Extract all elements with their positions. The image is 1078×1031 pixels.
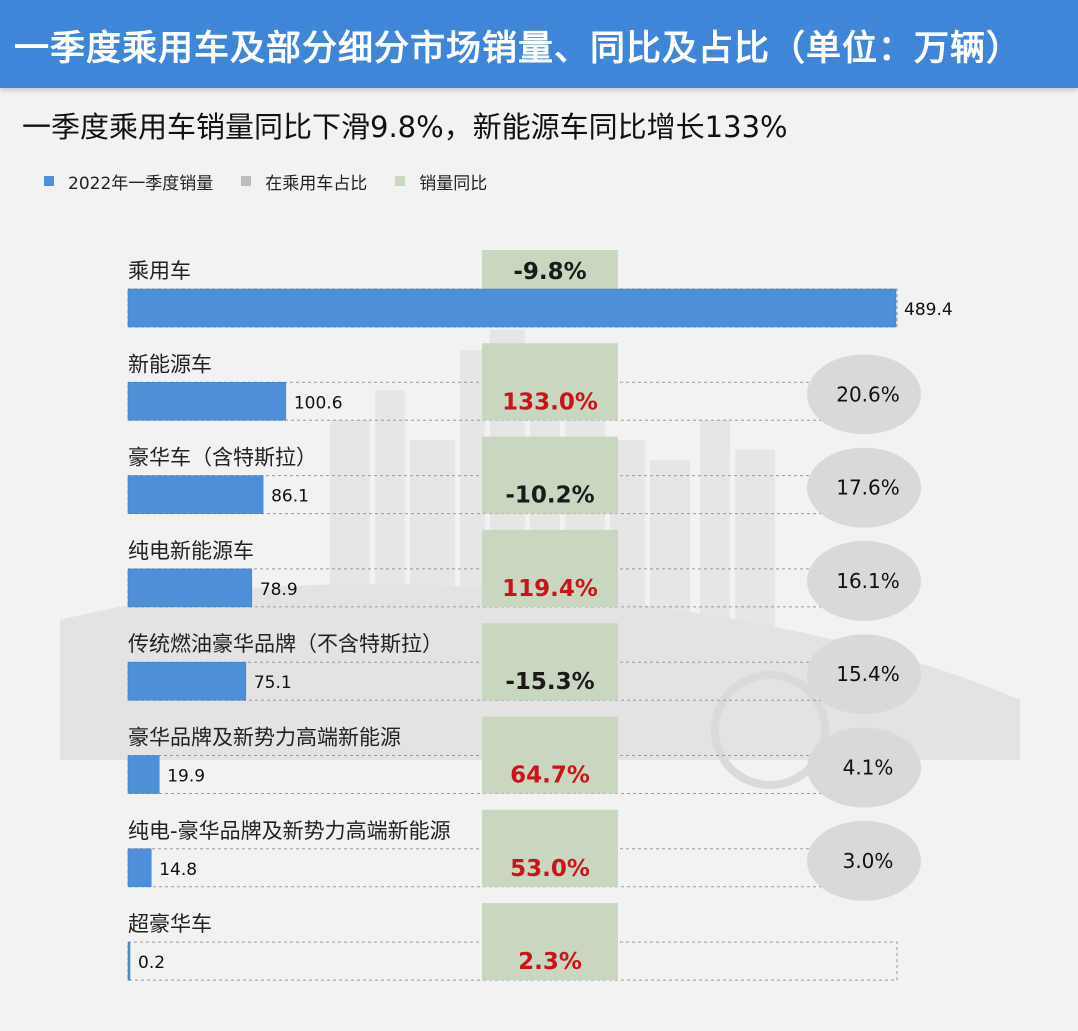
yoy-label: 2.3% bbox=[518, 949, 582, 975]
sales-bar bbox=[127, 661, 247, 701]
share-ellipse bbox=[807, 727, 921, 808]
share-ellipse bbox=[807, 820, 921, 901]
legend-label-yoy: 销量同比 bbox=[419, 173, 488, 194]
legend-item-yoy: 销量同比 bbox=[395, 169, 487, 194]
legend-item-sales: 2022年一季度销量 bbox=[44, 169, 213, 194]
yoy-box bbox=[482, 529, 618, 607]
share-label: 15.4% bbox=[836, 662, 900, 686]
sales-value-label: 489.4 bbox=[904, 300, 953, 320]
category-label: 纯电-豪华品牌及新势力高端新能源 bbox=[128, 819, 451, 843]
sales-bar bbox=[127, 848, 152, 888]
category-label: 纯电新能源车 bbox=[128, 539, 254, 563]
sales-value-label: 100.6 bbox=[294, 393, 343, 413]
share-label: 3.0% bbox=[843, 849, 894, 873]
legend-swatch-sales bbox=[44, 176, 54, 186]
sales-bar bbox=[127, 755, 160, 794]
category-label: 豪华品牌及新势力高端新能源 bbox=[128, 726, 401, 750]
share-ellipse bbox=[807, 447, 921, 528]
yoy-label: 119.4% bbox=[502, 576, 598, 602]
share-ellipse bbox=[807, 354, 921, 435]
sales-bar bbox=[127, 941, 131, 981]
yoy-box bbox=[482, 623, 618, 701]
legend-swatch-yoy bbox=[395, 176, 406, 186]
sales-value-label: 19.9 bbox=[167, 767, 205, 787]
sales-bar bbox=[127, 382, 287, 421]
legend-label-sales: 2022年一季度销量 bbox=[68, 173, 214, 194]
header-bar: 一季度乘用车及部分细分市场销量、同比及占比（单位：万辆） bbox=[0, 0, 1078, 88]
category-label: 豪华车（含特斯拉） bbox=[128, 446, 317, 470]
share-label: 20.6% bbox=[836, 382, 900, 406]
yoy-box bbox=[482, 903, 618, 981]
share-label: 4.1% bbox=[843, 756, 894, 780]
yoy-label: -9.8% bbox=[513, 259, 586, 285]
share-label: 16.1% bbox=[836, 569, 900, 593]
category-label: 传统燃油豪华品牌（不含特斯拉） bbox=[128, 632, 443, 656]
yoy-box bbox=[482, 343, 618, 421]
chart-subtitle: 一季度乘用车销量同比下滑9.8%，新能源车同比增长133% bbox=[22, 110, 788, 144]
sales-value-label: 0.2 bbox=[138, 953, 165, 973]
yoy-label: -10.2% bbox=[505, 483, 594, 509]
yoy-box bbox=[482, 809, 618, 887]
share-label: 17.6% bbox=[836, 476, 900, 500]
legend: 2022年一季度销量 在乘用车占比 销量同比 bbox=[44, 168, 515, 194]
page-title: 一季度乘用车及部分细分市场销量、同比及占比（单位：万辆） bbox=[14, 29, 1023, 69]
sales-bar bbox=[127, 475, 264, 514]
share-ellipse bbox=[807, 540, 921, 621]
legend-label-share: 在乘用车占比 bbox=[265, 173, 368, 194]
share-ellipse bbox=[807, 634, 921, 715]
yoy-label: 53.0% bbox=[510, 856, 590, 882]
yoy-label: -15.3% bbox=[505, 669, 594, 695]
category-label: 乘用车 bbox=[128, 259, 191, 283]
yoy-box bbox=[482, 716, 618, 794]
yoy-box bbox=[482, 436, 618, 514]
category-label: 超豪华车 bbox=[128, 912, 212, 936]
category-label: 新能源车 bbox=[128, 352, 212, 376]
legend-item-share: 在乘用车占比 bbox=[241, 169, 367, 194]
yoy-label: 133.0% bbox=[502, 389, 598, 415]
sales-value-label: 86.1 bbox=[271, 487, 309, 507]
sales-value-label: 14.8 bbox=[159, 860, 197, 880]
sales-bar bbox=[127, 568, 253, 608]
sales-value-label: 78.9 bbox=[260, 580, 298, 600]
yoy-label: 64.7% bbox=[510, 763, 590, 789]
sales-value-label: 75.1 bbox=[254, 673, 292, 693]
sales-bar bbox=[127, 288, 897, 328]
legend-swatch-share bbox=[241, 176, 252, 186]
